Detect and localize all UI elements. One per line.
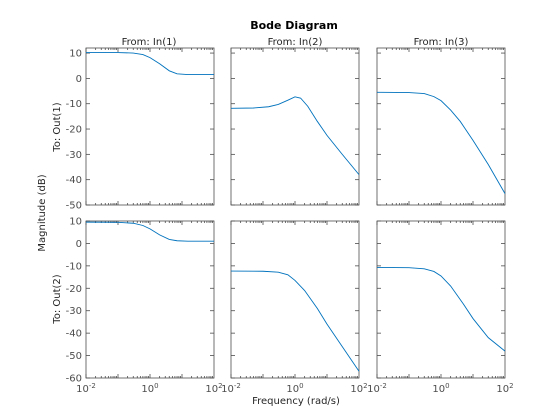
y-tick-label: -20 xyxy=(66,125,82,136)
x-tick-label: 10-2 xyxy=(221,382,241,395)
y-tick-label: -10 xyxy=(66,99,82,110)
panel-r2c3: 10-2 100 102 xyxy=(367,220,514,395)
y-tick-label: -50 xyxy=(66,351,82,362)
panel-r1c2 xyxy=(230,47,360,206)
panel-frame-r1c2 xyxy=(230,47,360,206)
y-tick-label: 10 xyxy=(69,49,82,60)
chart-title: Bode Diagram xyxy=(250,19,338,32)
panel-frame-r1c3 xyxy=(376,47,506,206)
y-tick-label: -40 xyxy=(66,329,82,340)
input-label-2: From: In(2) xyxy=(268,37,323,48)
y-tick-label: -10 xyxy=(66,261,82,272)
bode-curve-r2c1 xyxy=(85,221,214,242)
x-tick-label: 100 xyxy=(141,382,158,395)
y-tick-label: -20 xyxy=(66,284,82,295)
panel-frame-r2c2 xyxy=(230,220,360,379)
x-tick-label: 10-2 xyxy=(76,382,96,395)
output-label-1: To: Out(1) xyxy=(52,102,63,152)
x-tick-label: 100 xyxy=(286,382,303,395)
x-tick-label: 102 xyxy=(496,382,513,395)
y-tick-label: 0 xyxy=(76,74,82,85)
x-tick-label: 102 xyxy=(205,382,222,395)
panel-frame-r2c3 xyxy=(376,220,506,379)
bode-curve-r1c1 xyxy=(86,52,214,76)
x-axis-label: Frequency (rad/s) xyxy=(252,396,340,407)
y-tick-label: -60 xyxy=(66,374,82,385)
input-label-1: From: In(1) xyxy=(122,37,177,48)
y-tick-label: -30 xyxy=(66,306,82,317)
y-tick-label: 0 xyxy=(76,239,82,250)
input-label-3: From: In(3) xyxy=(414,37,469,48)
y-tick-label: 10 xyxy=(69,217,82,228)
panel-r1c1: 10 0 -10 -20 -30 -40 -50 xyxy=(66,47,215,212)
bode-curve-r1c3 xyxy=(376,91,506,194)
panel-r1c3 xyxy=(376,47,506,206)
y-tick-label: -30 xyxy=(66,150,82,161)
panel-frame-r2c1 xyxy=(85,220,215,379)
y-tick-label: -40 xyxy=(66,175,82,186)
panel-frame-r1c1 xyxy=(85,47,215,206)
x-tick-label: 102 xyxy=(350,382,367,395)
y-tick-label: -50 xyxy=(66,201,82,212)
y-axis-label: Magnitude (dB) xyxy=(37,174,48,251)
bode-curve-r2c2 xyxy=(230,270,360,372)
output-label-2: To: Out(2) xyxy=(52,274,63,324)
bode-curve-r2c3 xyxy=(376,266,506,352)
x-tick-label: 10-2 xyxy=(367,382,387,395)
panel-r2c2: 10-2 100 102 xyxy=(221,220,368,395)
bode-curve-r1c2 xyxy=(230,96,360,175)
x-tick-label: 100 xyxy=(432,382,449,395)
panel-grid: 100-10-20-30-40-50100-10-20-30-40-50-601… xyxy=(66,47,514,396)
